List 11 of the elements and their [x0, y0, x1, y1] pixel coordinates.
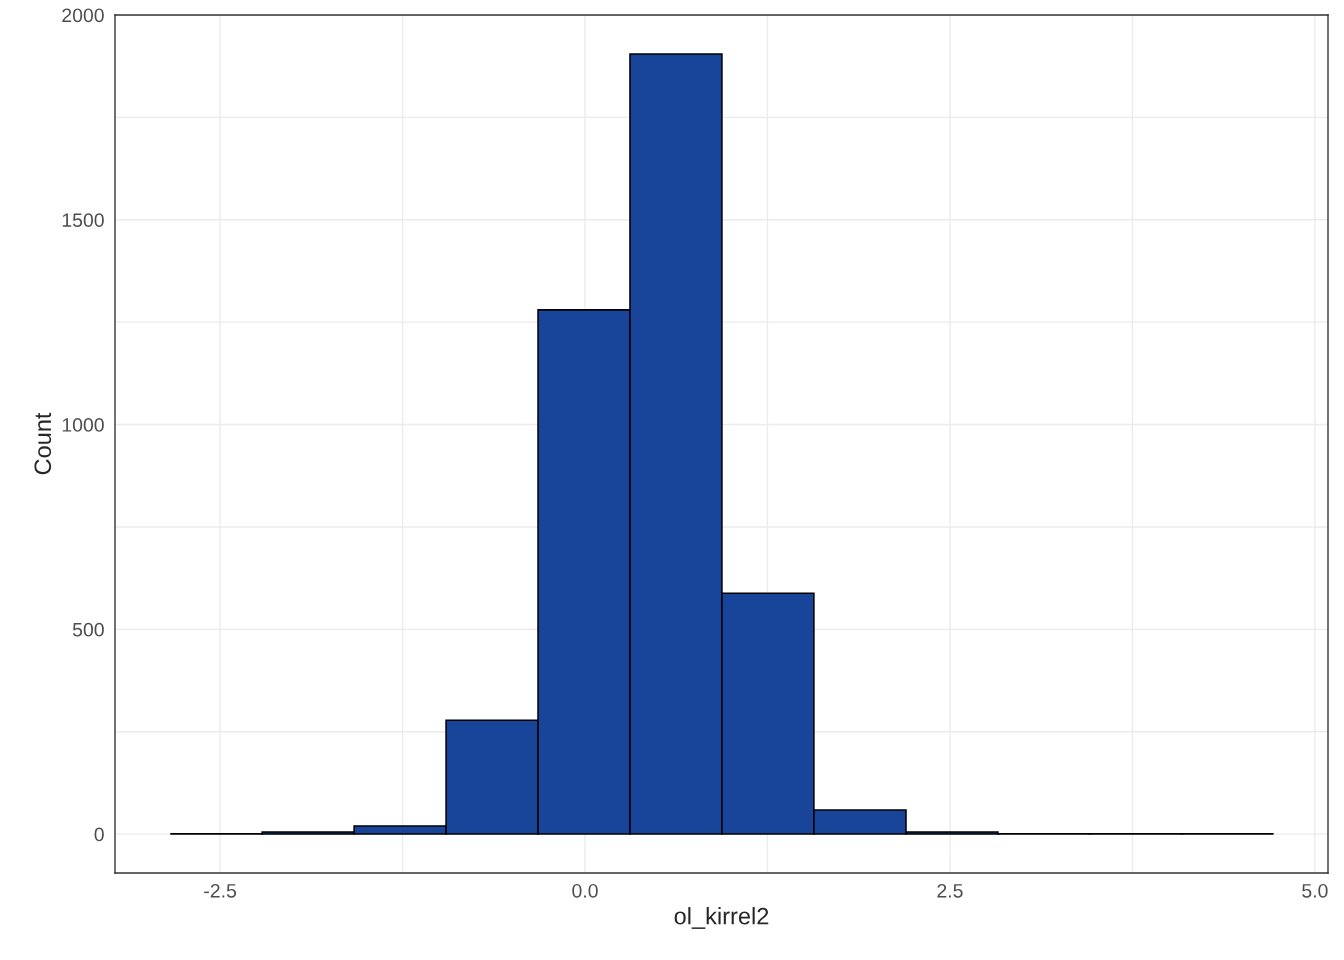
y-tick-label: 1000: [62, 418, 104, 432]
y-tick-label: 0: [94, 827, 104, 842]
x-tick-label: 5.0: [1302, 883, 1328, 898]
x-tick-label: 0.0: [572, 883, 598, 898]
y-tick-label: 500: [72, 622, 104, 637]
y-tick-label: 1500: [62, 213, 104, 228]
y-axis-title: Count: [34, 412, 52, 475]
y-tick-label: 2000: [62, 8, 104, 23]
x-tick-label: 2.5: [937, 883, 963, 898]
x-axis-title: ol_kirrel2: [674, 907, 769, 929]
x-tick-label: -2.5: [204, 883, 237, 898]
